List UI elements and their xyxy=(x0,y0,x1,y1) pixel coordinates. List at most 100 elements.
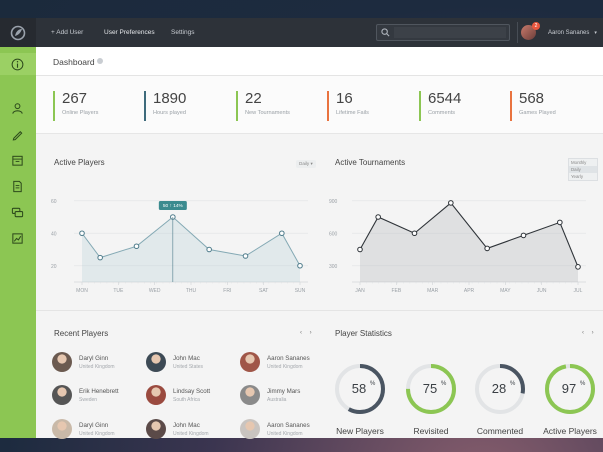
data-point xyxy=(575,264,581,270)
player-item[interactable]: Erik Henebrett Sweden xyxy=(52,383,119,407)
stat-value: 16 xyxy=(336,90,353,107)
player-location: United Kingdom xyxy=(267,363,303,370)
player-item[interactable]: Lindsay Scott South Africa xyxy=(146,383,210,407)
ring-unit: % xyxy=(580,381,586,387)
data-point xyxy=(79,230,85,237)
x-tick-label: JUN xyxy=(537,288,547,294)
x-tick-label: THU xyxy=(186,288,197,294)
series-line xyxy=(81,216,301,266)
player-item[interactable]: John Mac United States xyxy=(146,350,203,374)
nav-user-preferences[interactable]: User Preferences xyxy=(104,29,155,36)
sidebar-item-documents[interactable] xyxy=(9,178,25,194)
stat-value: 267 xyxy=(62,90,88,107)
user-menu[interactable]: 2 Aaron Sananes ▾ xyxy=(521,22,597,43)
page-title: Dashboard xyxy=(53,57,95,67)
x-tick-label: MAY xyxy=(500,288,511,294)
stat-card: 16 Lifetime Fails xyxy=(327,91,369,121)
sidebar-item-analytics[interactable] xyxy=(9,230,25,246)
active-tournaments-title: Active Tournaments xyxy=(335,158,406,167)
data-point xyxy=(297,262,303,269)
ring-chart: 58% xyxy=(335,364,385,414)
player-name: Lindsay Scott xyxy=(173,387,211,395)
sidebar-item-messages[interactable] xyxy=(9,204,25,220)
player-avatar xyxy=(240,352,260,372)
filter-option-daily[interactable]: Daily xyxy=(569,166,597,173)
ring-progress xyxy=(335,364,385,414)
player-name: Aaron Sananes xyxy=(267,421,310,429)
tournament-filter-dropdown[interactable]: Monthly Daily Yearly xyxy=(568,158,598,181)
y-tick-label: 900 xyxy=(329,199,338,205)
player-item[interactable]: John Mac United Kingdom xyxy=(146,417,209,441)
stat-label: Comments xyxy=(428,110,456,116)
stat-value: 6544 xyxy=(428,90,462,107)
ring-progress xyxy=(406,364,456,414)
stat-label: New Tournaments xyxy=(245,110,290,116)
y-tick-label: 300 xyxy=(329,264,338,270)
sidebar-item-users[interactable] xyxy=(9,100,25,116)
info-dot-icon[interactable] xyxy=(97,58,103,64)
search-icon[interactable] xyxy=(381,28,390,37)
player-item[interactable]: Daryl Ginn United Kingdom xyxy=(52,417,115,441)
player-item[interactable]: Aaron Sananes United Kingdom xyxy=(240,350,310,374)
stat-label: Games Played xyxy=(519,110,556,116)
search-input[interactable] xyxy=(394,27,506,38)
data-point xyxy=(448,200,454,206)
player-name: Erik Henebrett xyxy=(79,387,119,395)
ring-value: 75 xyxy=(423,381,437,396)
active-players-filter[interactable]: Daily ▾ xyxy=(296,160,316,168)
user-icon xyxy=(11,102,23,114)
filter-option-monthly[interactable]: Monthly xyxy=(571,160,587,165)
recent-players-title: Recent Players xyxy=(54,329,109,338)
nav-add-user[interactable]: + Add User xyxy=(51,29,84,36)
player-avatar xyxy=(52,419,72,439)
active-players-chart: 60 40 20 MON TUE WED THU FRI SAT SUN 50 ↑ 14% xyxy=(51,199,308,294)
x-tick-label: FEB xyxy=(391,288,401,294)
player-statistics-pager[interactable]: ‹ › xyxy=(582,330,597,336)
x-tick-label: TUE xyxy=(113,288,124,294)
data-point xyxy=(97,254,103,261)
data-point xyxy=(357,246,363,253)
sidebar-item-edit[interactable] xyxy=(9,126,25,142)
ring-label: Commented xyxy=(476,426,524,436)
player-item[interactable]: Daryl Ginn United Kingdom xyxy=(52,350,115,374)
section-divider xyxy=(36,310,603,311)
player-avatar xyxy=(146,419,166,439)
nav-settings[interactable]: Settings xyxy=(171,29,195,36)
ring-progress xyxy=(545,364,595,414)
chevron-down-icon: ▾ xyxy=(594,29,597,36)
divider xyxy=(517,22,518,43)
filter-option-yearly[interactable]: Yearly xyxy=(571,174,584,179)
x-tick-label: APR xyxy=(464,288,475,294)
player-location: United Kingdom xyxy=(79,430,115,437)
filter-label: Daily xyxy=(299,161,310,166)
ring-chart: 75% xyxy=(406,364,456,414)
document-icon xyxy=(12,180,22,192)
player-location: Australia xyxy=(267,396,287,403)
player-name: Daryl Ginn xyxy=(79,354,109,362)
stat-value: 1890 xyxy=(153,90,187,107)
active-players-title: Active Players xyxy=(54,158,105,167)
x-tick-label: MON xyxy=(76,288,88,294)
sidebar-item-calendar[interactable] xyxy=(9,152,25,168)
sidebar xyxy=(0,47,36,438)
player-item[interactable]: Jimmy Mars Australia xyxy=(240,383,300,407)
player-location: United Kingdom xyxy=(173,430,209,437)
ring-unit: % xyxy=(370,381,376,387)
sidebar-item-info[interactable] xyxy=(9,56,25,72)
recent-players-pager[interactable]: ‹ › xyxy=(300,330,315,336)
x-tick-label: JUL xyxy=(574,288,583,294)
player-avatar xyxy=(52,385,72,405)
ring-chart: 97% xyxy=(545,364,595,414)
stat-ring: 28% Commented xyxy=(472,361,528,436)
search-box xyxy=(376,24,510,41)
app-logo[interactable] xyxy=(0,18,36,47)
chart-icon xyxy=(11,232,23,244)
player-name: John Mac xyxy=(173,421,200,429)
ring-unit: % xyxy=(441,381,447,387)
player-item[interactable]: Aaron Sananes United Kingdom xyxy=(240,417,310,441)
logo-icon xyxy=(10,25,26,40)
y-tick-label: 40 xyxy=(51,231,57,237)
player-location: United Kingdom xyxy=(267,430,303,437)
stat-value: 22 xyxy=(245,90,262,107)
stat-card: 267 Online Players xyxy=(53,91,98,121)
